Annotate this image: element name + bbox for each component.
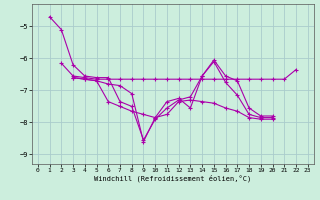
X-axis label: Windchill (Refroidissement éolien,°C): Windchill (Refroidissement éolien,°C) (94, 175, 252, 182)
